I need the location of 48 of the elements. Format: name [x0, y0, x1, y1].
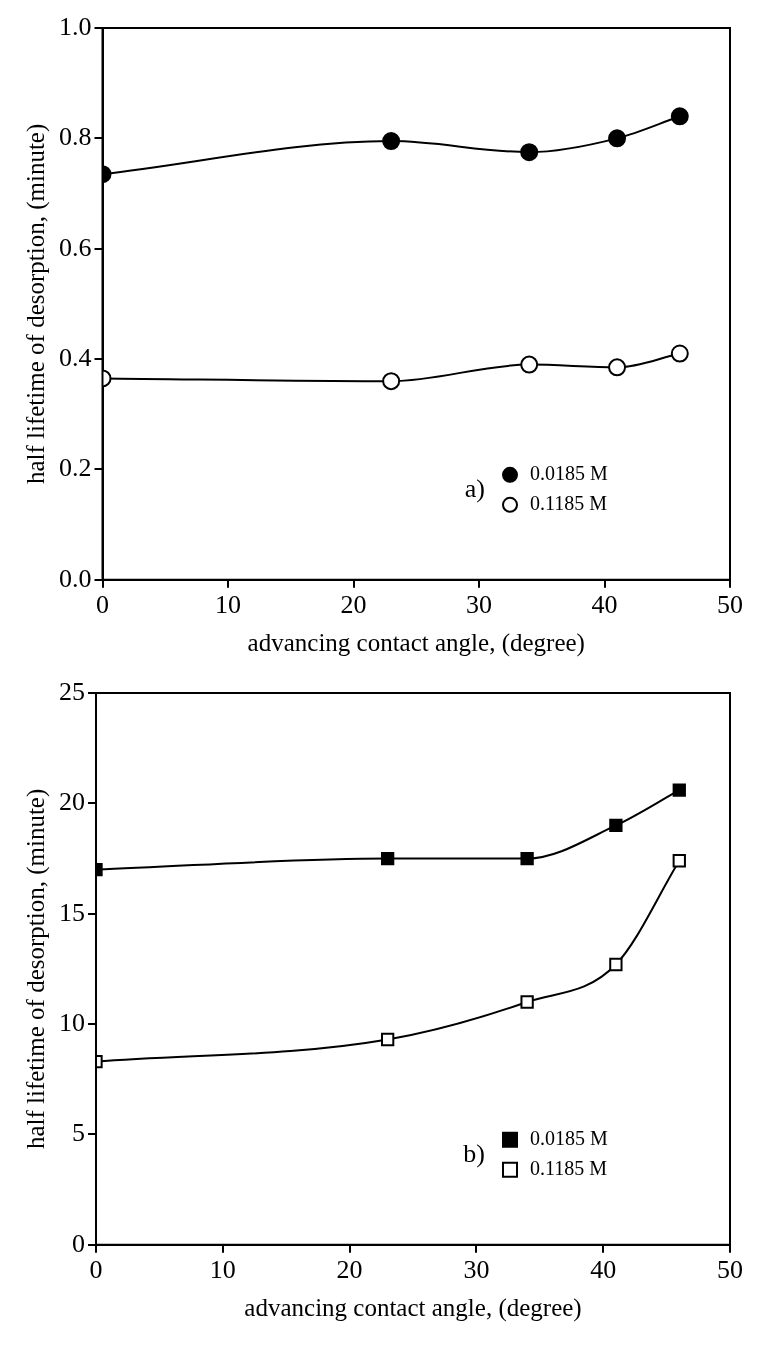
y-tick-label: 25: [59, 676, 85, 706]
x-tick-label: 30: [463, 1255, 490, 1285]
y-tick-label: 0.8: [59, 122, 92, 152]
y-axis-title: half lifetime of desorption, (minute): [21, 123, 50, 485]
x-tick-label: 40: [591, 590, 618, 620]
x-tick-label: 10: [215, 590, 241, 620]
point: [380, 1032, 395, 1047]
x-tick-label: 10: [209, 1255, 236, 1285]
point: [672, 783, 686, 797]
x-tick-label: 40: [590, 1255, 617, 1285]
point: [520, 851, 534, 866]
point: [382, 372, 401, 391]
y-tick-label: 0.2: [59, 453, 92, 483]
legend-label: 0.0185 M: [530, 1127, 608, 1150]
y-tick-label: 0.6: [59, 232, 92, 262]
point: [609, 957, 623, 972]
point: [670, 344, 689, 363]
y-tick-label: 1.0: [59, 11, 92, 41]
x-axis-title: advancing contact angle, (degree): [247, 628, 585, 657]
point: [520, 355, 539, 374]
y-tick-label: 0: [72, 1228, 85, 1258]
legend-label: 0.0185 M: [530, 462, 608, 485]
legend-label: 0.1185 M: [530, 1157, 608, 1180]
y-tick-label: 10: [59, 1007, 85, 1037]
y-tick-label: 0.0: [59, 563, 92, 593]
x-tick-label: 20: [340, 590, 367, 620]
point: [672, 854, 686, 868]
y-tick-label: 5: [72, 1118, 85, 1148]
annotation: b): [463, 1138, 485, 1168]
x-axis-title: advancing contact angle, (degree): [244, 1293, 582, 1322]
x-tick-label: 50: [717, 1255, 743, 1285]
y-tick-label: 0.4: [59, 342, 92, 372]
point: [520, 143, 539, 162]
point: [520, 995, 534, 1009]
point: [608, 358, 627, 377]
y-tick-label: 20: [59, 787, 85, 817]
point: [609, 818, 623, 833]
annotation: a): [464, 473, 485, 503]
x-tick-label: 50: [717, 590, 743, 620]
x-tick-label: 30: [466, 590, 492, 620]
point: [608, 129, 627, 148]
point: [380, 851, 395, 866]
y-tick-label: 15: [59, 897, 85, 927]
point: [670, 107, 689, 126]
y-axis-title: half lifetime of desorption, (minute): [21, 788, 50, 1150]
x-tick-label: 20: [336, 1255, 363, 1285]
point: [382, 132, 401, 151]
legend-label: 0.1185 M: [530, 492, 608, 515]
